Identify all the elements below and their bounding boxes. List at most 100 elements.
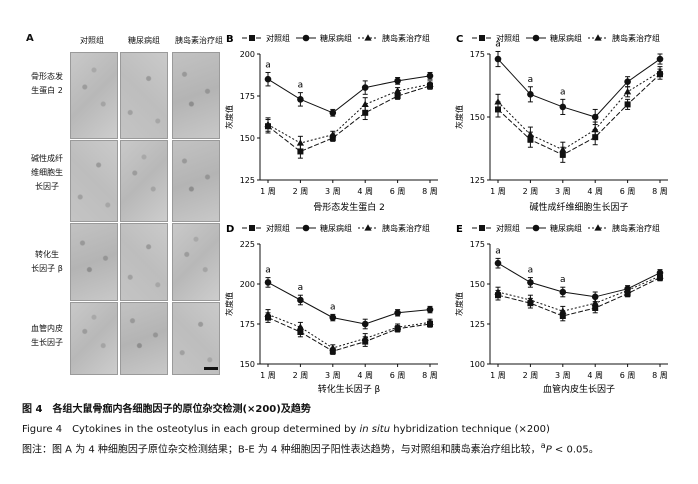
data-point-marker-circle <box>264 75 272 83</box>
x-tick-label: 1 周 <box>490 187 506 196</box>
y-tick-label: 125 <box>470 320 485 329</box>
y-tick-label: 175 <box>470 240 485 249</box>
data-point-marker-triangle <box>264 120 272 128</box>
panel-letter: B <box>226 34 234 45</box>
x-tick-label: 1 周 <box>260 371 276 380</box>
y-tick-label: 175 <box>470 50 485 59</box>
data-point-marker-circle <box>591 113 599 121</box>
series-line <box>267 75 431 114</box>
data-point-marker-triangle <box>559 307 567 314</box>
significance-mark: a <box>528 266 534 276</box>
legend-marker-triangle <box>364 34 372 41</box>
y-tick-label: 175 <box>240 320 255 329</box>
data-point-marker-triangle <box>624 88 632 95</box>
row-label-tgfb: 转化生 长因子 β <box>22 248 72 276</box>
data-point-marker-triangle <box>494 98 502 105</box>
x-tick-label: 4 周 <box>357 371 373 380</box>
x-axis-label: 血管内皮生长因子 <box>543 383 615 395</box>
chart-panel-b: B 对照组 糖尿病组 胰岛素治疗组 125 150 175 200 1 周 2 周 3 周 4 周 6 … <box>224 33 438 213</box>
y-axis-label: 灰度值 <box>224 292 234 316</box>
data-point-marker-circle <box>264 279 272 286</box>
significance-mark: a <box>495 246 501 256</box>
legend-label: 糖尿病组 <box>320 33 352 43</box>
data-point-marker-circle <box>656 55 664 63</box>
x-tick-label: 8 周 <box>422 371 438 380</box>
data-point-marker-triangle <box>591 299 599 306</box>
data-point-marker-square <box>624 101 631 108</box>
figure-note: 图注：图 A 为 4 种细胞因子原位杂交检测结果；B-E 为 4 种细胞因子阳性… <box>22 440 599 455</box>
row-label-vegf: 血管内皮 生长因子 <box>22 322 72 350</box>
x-tick-label: 3 周 <box>325 371 341 380</box>
row-label-bfgf: 碱性成纤 维细胞生 长因子 <box>22 152 72 194</box>
data-point-marker-circle <box>426 306 434 313</box>
data-point-marker-triangle <box>329 130 337 138</box>
data-point-marker-circle <box>361 84 369 91</box>
data-point-marker-triangle <box>656 272 664 279</box>
figure-caption-cn: 图 4 各组大鼠骨痂内各细胞因子的原位杂交检测(×200)及趋势 <box>22 404 311 415</box>
significance-mark: a <box>265 60 271 70</box>
significance-mark: a <box>495 39 501 49</box>
row-label-bmp2: 骨形态发 生蛋白 2 <box>22 70 72 98</box>
data-point-marker-triangle <box>361 334 369 341</box>
micrograph-bfgf-diabetes <box>120 140 168 222</box>
y-tick-label: 200 <box>240 50 255 59</box>
x-tick-label: 4 周 <box>357 187 373 196</box>
data-point-marker-triangle <box>559 145 567 153</box>
caption-en-suffix: hybridization technique (×200) <box>390 424 550 435</box>
x-tick-label: 2 周 <box>523 371 539 380</box>
significance-mark: a <box>298 283 304 293</box>
x-tick-label: 2 周 <box>293 187 309 196</box>
y-tick-label: 125 <box>470 176 485 185</box>
data-point-marker-triangle <box>624 286 632 293</box>
legend-label: 糖尿病组 <box>550 33 582 43</box>
y-axis-label: 灰度值 <box>224 105 234 129</box>
data-point-marker-square <box>362 109 369 116</box>
scale-bar <box>204 367 218 370</box>
data-point-marker-circle <box>297 96 304 103</box>
legend-marker-square <box>249 225 255 231</box>
y-tick-label: 150 <box>470 280 485 289</box>
x-tick-label: 4 周 <box>587 187 603 196</box>
x-tick-label: 2 周 <box>293 371 309 380</box>
legend-marker-circle <box>302 34 310 42</box>
x-tick-label: 1 周 <box>490 371 506 380</box>
micrograph-tgfb-diabetes <box>120 223 168 301</box>
series-line <box>497 71 661 151</box>
micrograph-tgfb-insulin <box>172 223 220 301</box>
data-point-marker-triangle <box>591 125 599 133</box>
figure-caption-en: Figure 4 Cytokines in the osteotylus in … <box>22 420 550 435</box>
x-axis-label: 骨形态发生蛋白 2 <box>313 201 385 213</box>
data-point-marker-triangle <box>296 323 304 330</box>
y-tick-label: 150 <box>240 134 255 143</box>
x-tick-label: 6 周 <box>390 187 406 196</box>
data-point-marker-circle <box>394 309 401 317</box>
legend-label: 对照组 <box>496 223 520 233</box>
legend-marker-triangle <box>594 34 602 41</box>
x-tick-label: 3 周 <box>555 371 571 380</box>
legend-label: 胰岛素治疗组 <box>382 223 430 233</box>
panel-letter: C <box>456 34 463 45</box>
series-line <box>497 58 661 118</box>
legend-marker-triangle <box>364 224 372 231</box>
legend-label: 糖尿病组 <box>320 223 352 233</box>
data-point-marker-circle <box>329 109 337 117</box>
series-line <box>497 262 661 298</box>
data-point-marker-triangle <box>264 310 272 317</box>
chart-panel-c: C 对照组 糖尿病组 胰岛素治疗组 125 150 175 1 周 2 周 3 周 4 周 6 周 8 … <box>454 33 668 213</box>
row-label-line: 长因子 <box>35 182 59 191</box>
series-line <box>497 277 661 317</box>
data-point-marker-circle <box>361 320 369 328</box>
data-point-marker-circle <box>527 91 534 98</box>
data-point-marker-triangle <box>394 87 402 94</box>
x-axis-label: 转化生长因子 β <box>318 383 381 395</box>
data-point-marker-circle <box>624 78 631 86</box>
column-header-insulin: 胰岛素治疗组 <box>175 36 223 45</box>
data-point-marker-circle <box>426 72 434 80</box>
legend-marker-square <box>479 35 485 41</box>
row-label-line: 长因子 β <box>31 264 63 273</box>
row-label-line: 转化生 <box>35 250 59 259</box>
series-line <box>497 73 661 156</box>
row-label-line: 碱性成纤 <box>31 154 63 163</box>
series-line <box>267 83 431 144</box>
data-point-marker-circle <box>527 279 534 286</box>
